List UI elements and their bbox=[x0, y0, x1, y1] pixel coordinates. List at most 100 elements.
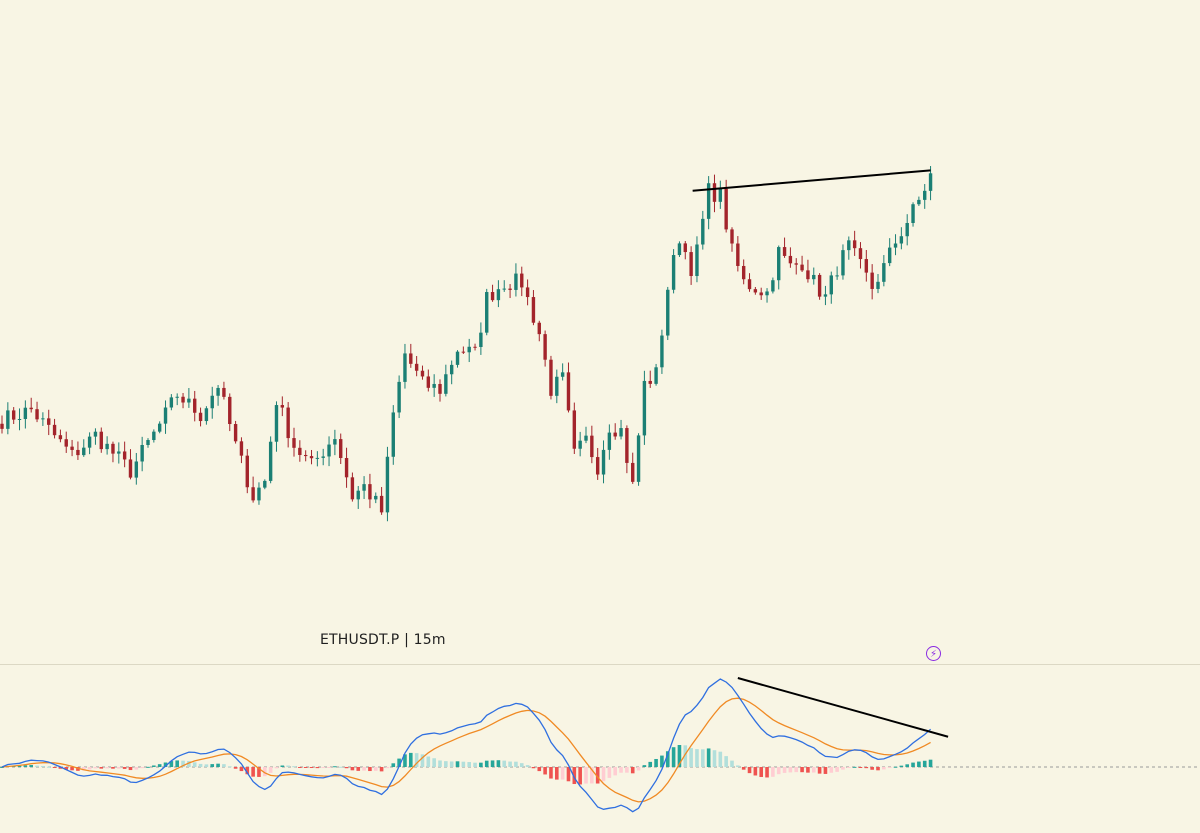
candle bbox=[677, 241, 682, 257]
candle-body bbox=[368, 484, 372, 500]
candle-body bbox=[152, 431, 156, 441]
macd-histogram-bar bbox=[17, 765, 22, 767]
candle-body bbox=[578, 440, 582, 449]
candle bbox=[590, 425, 594, 464]
macd-histogram-bar bbox=[619, 767, 623, 773]
candle-body bbox=[169, 397, 174, 408]
price-pane[interactable] bbox=[0, 166, 933, 522]
candle-body bbox=[397, 381, 401, 413]
candle-body bbox=[689, 252, 693, 277]
candle bbox=[11, 407, 16, 425]
candle bbox=[636, 433, 641, 486]
signal-line[interactable] bbox=[1, 697, 931, 803]
candle-body bbox=[315, 457, 320, 459]
macd-histogram-bar bbox=[584, 767, 588, 784]
candle-body bbox=[64, 439, 68, 447]
candle bbox=[29, 397, 33, 413]
candle-body bbox=[864, 259, 869, 273]
macd-histogram-bar bbox=[157, 764, 162, 767]
candle-body bbox=[642, 380, 647, 436]
macd-histogram-bar bbox=[461, 761, 466, 767]
macd-histogram-bar bbox=[64, 767, 69, 770]
macd-histogram-bar bbox=[23, 765, 28, 767]
macd-histogram-bar bbox=[397, 758, 401, 767]
macd-histogram-bar bbox=[315, 767, 320, 769]
pane-divider[interactable] bbox=[0, 664, 1200, 665]
candle-body bbox=[882, 263, 886, 282]
candle bbox=[52, 418, 57, 439]
candle-body bbox=[794, 263, 798, 265]
candle bbox=[414, 356, 419, 377]
candle bbox=[187, 388, 191, 408]
candle-body bbox=[128, 459, 133, 478]
candle-body bbox=[508, 288, 512, 290]
price-trendline[interactable] bbox=[692, 169, 931, 192]
candle-body bbox=[233, 424, 238, 442]
macd-histogram-bar bbox=[432, 758, 436, 767]
macd-histogram-bar bbox=[806, 767, 810, 773]
candle-body bbox=[496, 289, 501, 301]
candle bbox=[625, 425, 629, 474]
macd-line[interactable] bbox=[1, 678, 932, 813]
macd-histogram-bar bbox=[187, 760, 191, 767]
macd-histogram-bar bbox=[216, 763, 220, 767]
macd-histogram-bar bbox=[484, 760, 489, 767]
candle-body bbox=[829, 275, 833, 295]
candle-body bbox=[6, 410, 10, 429]
macd-trendline[interactable] bbox=[737, 677, 949, 738]
candle bbox=[683, 241, 687, 260]
macd-histogram-bar bbox=[321, 767, 325, 769]
macd-histogram-bar bbox=[467, 762, 471, 767]
candle bbox=[292, 427, 296, 457]
macd-histogram-bar bbox=[403, 754, 407, 767]
candle-body bbox=[198, 412, 203, 422]
candle bbox=[701, 210, 705, 250]
candle-body bbox=[280, 405, 285, 408]
macd-histogram-bar bbox=[607, 767, 612, 778]
macd-pane[interactable] bbox=[0, 677, 1200, 813]
candle bbox=[333, 429, 337, 456]
candle-body bbox=[350, 477, 355, 500]
lightning-bolt-icon[interactable]: ⚡ bbox=[926, 646, 941, 661]
candle bbox=[169, 394, 174, 411]
candle bbox=[578, 431, 582, 457]
candle-body bbox=[321, 456, 325, 458]
candle-body bbox=[817, 274, 822, 297]
candle bbox=[163, 400, 168, 434]
candle-body bbox=[257, 487, 261, 501]
candle bbox=[23, 400, 28, 429]
macd-histogram-bar bbox=[175, 760, 179, 767]
candle bbox=[152, 429, 156, 443]
candle-body bbox=[58, 435, 63, 440]
macd-histogram-bar bbox=[286, 765, 290, 767]
candle bbox=[648, 370, 652, 388]
macd-histogram-bar bbox=[636, 767, 641, 771]
candle-body bbox=[893, 243, 898, 248]
candle bbox=[601, 440, 606, 484]
candle-body bbox=[502, 288, 506, 290]
macd-histogram-bar bbox=[525, 765, 530, 767]
candle bbox=[204, 406, 209, 425]
candle bbox=[140, 436, 144, 472]
candle bbox=[631, 452, 635, 484]
candle bbox=[228, 393, 232, 432]
candle bbox=[560, 363, 565, 381]
macd-histogram-bar bbox=[560, 767, 565, 780]
macd-histogram-bar bbox=[128, 767, 133, 771]
price-trendline-layer[interactable] bbox=[692, 169, 931, 192]
candle-body bbox=[76, 449, 80, 456]
candle bbox=[0, 415, 4, 434]
candle bbox=[403, 343, 407, 389]
candle-body bbox=[677, 243, 682, 256]
candle bbox=[666, 286, 670, 341]
candle-body bbox=[228, 396, 232, 425]
symbol-name: ETHUSDT.P bbox=[320, 632, 400, 648]
macd-histogram-bar bbox=[595, 767, 600, 784]
candle-body bbox=[426, 376, 431, 388]
macd-histogram-bar bbox=[438, 760, 442, 767]
candle bbox=[928, 166, 933, 201]
macd-histogram-bar bbox=[29, 765, 33, 767]
macd-histogram-bar bbox=[759, 767, 763, 777]
